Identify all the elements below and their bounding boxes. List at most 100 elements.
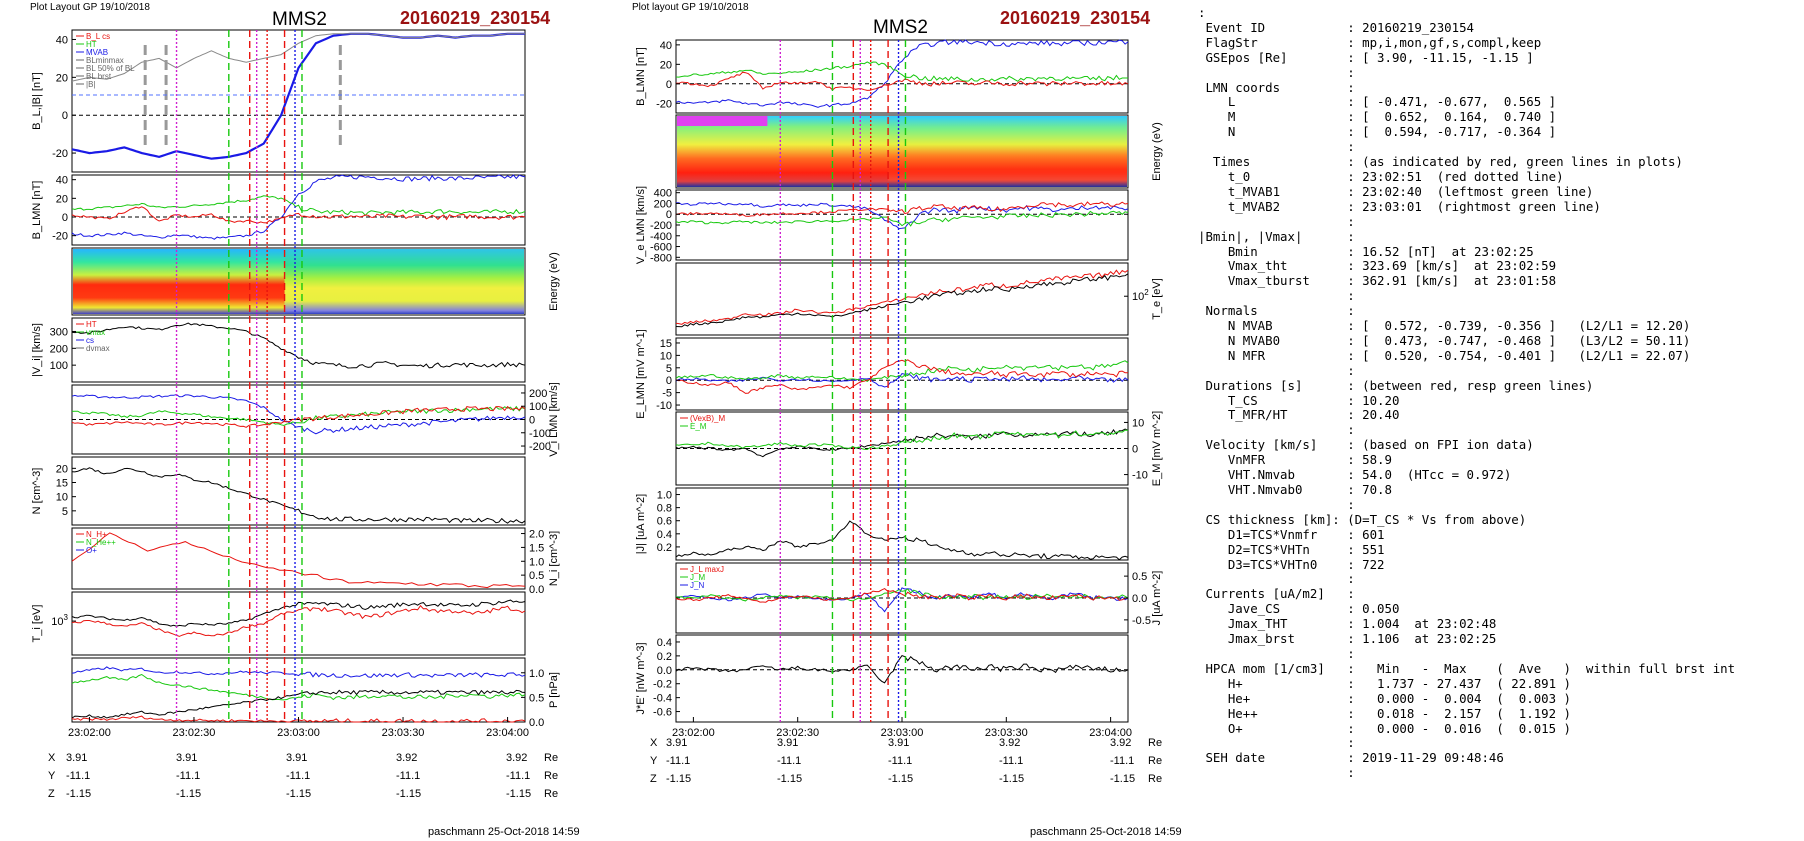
info-line: : [1198,735,1355,751]
y-axis-label: P [nPa] [548,672,560,708]
x-tick-label: 23:02:00 [68,727,111,739]
series-p-b [71,689,526,719]
series-v-n [675,210,1129,227]
y-tick-label: 0.0 [529,584,544,596]
y-tick-label: 15 [56,478,68,490]
y-tick-label: -200 [529,441,551,453]
y-tick-label: 0.4 [657,529,672,541]
pos-value: 3.92 [506,752,528,764]
y-tick-exponent: 3 [64,613,69,622]
info-line: SEH date : 2019-11-29 09:48:46 [1198,750,1504,766]
x-tick-label: 23:03:00 [881,727,924,739]
pos-value: 3.91 [176,752,198,764]
panel-frame [71,317,526,383]
info-line: : [1198,422,1355,438]
info-line: He++ : 0.018 - 2.157 ( 1.192 ) [1198,705,1571,721]
legend-label: HT [86,320,97,329]
legend-label: dvmax [86,344,110,353]
panel-ti: 103 T_i [eV] [31,591,526,656]
y-tick-label: 102 [1132,288,1149,303]
series-v-n [71,405,526,428]
left-plot-header: Plot Layout GP 19/10/2018 [30,2,150,13]
pos-value: -1.15 [506,788,532,800]
panel-p: 1.0 0.5 0.0 P [nPa] [71,657,560,729]
series-t-perp [675,273,1129,328]
info-line: Jmax_THT : 1.004 at 23:02:48 [1198,616,1497,632]
y-axis-label: N [cm^-3] [31,468,43,515]
info-line: N : [ 0.594, -0.717, -0.364 ] [1198,124,1557,140]
y-tick-label: 0 [529,415,535,427]
info-line: Currents [uA/m2] : [1198,586,1355,602]
legend-label: |B| [86,80,96,89]
pos-value: -1.15 [777,773,803,785]
pos-value: -11.1 [396,770,421,782]
y-tick-label: 40 [660,40,672,52]
pos-unit: Re [1148,773,1163,785]
info-line: N MVAB : [ 0.572, -0.739, -0.356 ] (L2/L… [1198,318,1691,334]
pos-value: 3.91 [286,752,308,764]
pos-row-label: Y [650,755,658,767]
pos-value: -1.15 [396,788,422,800]
info-line: D2=TCS*VHTn : 551 [1198,541,1385,557]
y-tick-label: -10 [656,400,672,412]
y-axis-label: E_LMN [mV m^-1] [635,329,647,419]
info-line: : [1198,362,1355,378]
panel-frame [71,174,526,246]
panel-te: 102 T_e [eV] [675,262,1163,336]
series-e-m [675,429,1129,451]
panel-blmn: 40 20 0 -20 B_LMN [nT] [635,39,1129,114]
info-line: L : [ -0.471, -0.677, 0.565 ] [1198,94,1557,110]
panel-frame [675,262,1129,336]
panel-ni-hpca: 2.01.5 1.0 0.5 0.0 N_H+N_He++O+ N_i [cm^-3] [71,527,560,596]
y-axis-label: Energy (eV) [548,252,560,311]
left-spacecraft-title: MMS2 [272,9,327,30]
pos-row-label: Z [650,773,657,785]
pos-unit: Re [1148,737,1163,749]
series-b-l [675,39,1129,108]
info-line: : [1198,5,1206,20]
info-line: : [1198,496,1355,512]
series-t-par [675,269,1129,325]
y-tick-label: -20 [656,98,672,110]
series--j- [675,520,1129,561]
spectrogram-fill-post [888,116,1127,187]
info-line: Vmax_tht : 323.69 [km/s] at 23:02:59 [1198,258,1557,274]
y-tick-label: 20 [660,59,672,71]
info-line: VHT.Nmvab : 54.0 (HTcc = 0.972) [1198,467,1512,483]
y-tick-label: 0.5 [529,570,544,582]
y-axis-label: N_i [cm^-3] [548,531,560,586]
legend-label: B_L cs [86,32,110,41]
legend-label: cs [86,336,94,345]
right-spacecraft-title: MMS2 [873,17,928,38]
y-axis-label: J*E' [nW m^-3] [635,642,647,714]
y-axis-label: |J| [uA m^-2] [635,494,647,554]
y-axis-label: V_e LMN [km/s] [635,186,647,264]
y-tick-label: 0.5 [1132,571,1147,583]
pos-value: -1.15 [888,773,914,785]
pos-row-label: Z [48,788,55,800]
y-tick-label: 20 [56,193,68,205]
pos-value: -11.1 [999,755,1024,767]
y-tick-label: -200 [650,220,672,232]
panel-frame [675,634,1129,723]
series-e-n [675,359,1129,394]
pos-value: -11.1 [666,755,691,767]
info-line: CS thickness [km]: (D=T_CS * Vs from abo… [1198,511,1527,527]
right-plot-header: Plot layout GP 19/10/2018 [632,2,749,13]
panel-frame [675,114,1129,189]
info-line: t_MVAB2 : 23:03:01 (rightmost green line… [1198,198,1601,214]
info-line: N MFR : [ 0.520, -0.754, -0.401 ] (L2/L1… [1198,347,1691,363]
series-p [71,666,526,678]
legend-label: N_H+ [86,530,107,539]
info-line: Normals : [1198,303,1355,319]
info-line: FlagStr : mp,i,mon,gf,s,compl,keep [1198,34,1542,50]
pos-value: -1.15 [66,788,92,800]
series--v-i- [71,322,526,369]
info-line: Jave_CS : 0.050 [1198,601,1400,617]
y-tick-label: 40 [56,175,68,187]
panel-frame [71,527,526,590]
y-tick-label: 1.0 [529,556,544,568]
